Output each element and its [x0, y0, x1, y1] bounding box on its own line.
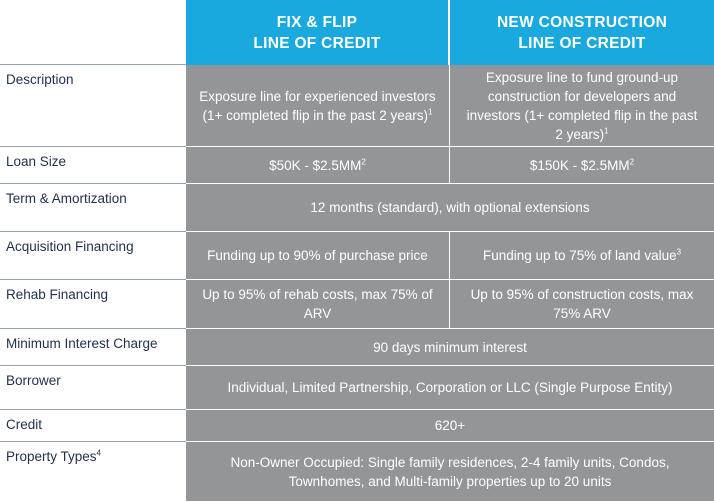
cell-rehab-new-construction: Up to 95% of construction costs, max 75%…	[450, 280, 714, 329]
row-label-text: Rehab Financing	[6, 287, 109, 302]
row-label-borrower: Borrower	[0, 366, 186, 410]
cell-text: Exposure line to fund ground-up construc…	[466, 69, 698, 142]
row-label-text: Loan Size	[6, 154, 67, 169]
row-label-text: Credit	[6, 417, 43, 432]
row-label-text: Minimum Interest Charge	[6, 336, 158, 351]
column-header-fix-flip-line2: LINE OF CREDIT	[253, 34, 381, 52]
row-label-term: Term & Amortization	[0, 184, 186, 232]
cell-credit-both: 620+	[186, 410, 714, 442]
cell-text: $50K - $2.5MM	[269, 157, 362, 173]
header-row: FIX & FLIP LINE OF CREDIT NEW CONSTRUCTI…	[0, 0, 714, 65]
row-label-text: Description	[6, 72, 74, 87]
row-credit: Credit 620+	[0, 410, 714, 442]
cell-text: Up to 95% of rehab costs, max 75% of ARV	[202, 287, 433, 321]
cell-loan-size-fix-flip: $50K - $2.5MM2	[186, 147, 450, 184]
row-acquisition: Acquisition Financing Funding up to 90% …	[0, 232, 714, 280]
footnote-marker: 1	[428, 107, 433, 116]
column-header-new-construction-line1: NEW CONSTRUCTION	[496, 13, 668, 31]
cell-min-interest-both: 90 days minimum interest	[186, 329, 714, 366]
row-loan-size: Loan Size $50K - $2.5MM2 $150K - $2.5MM2	[0, 147, 714, 184]
cell-text: 620+	[434, 418, 466, 433]
row-label-description: Description	[0, 65, 186, 147]
cell-rehab-fix-flip: Up to 95% of rehab costs, max 75% of ARV	[186, 280, 450, 329]
cell-description-fix-flip: Exposure line for experienced investors …	[186, 65, 450, 147]
cell-property-types-both: Non-Owner Occupied: Single family reside…	[186, 442, 714, 501]
cell-text: 12 months (standard), with optional exte…	[310, 200, 590, 215]
row-label-acquisition: Acquisition Financing	[0, 232, 186, 280]
footnote-marker: 2	[629, 157, 635, 166]
row-borrower: Borrower Individual, Limited Partnership…	[0, 366, 714, 410]
column-header-fix-flip-line1: FIX & FLIP	[276, 13, 358, 31]
cell-term-both: 12 months (standard), with optional exte…	[186, 184, 714, 232]
cell-text: Funding up to 75% of land value	[482, 248, 677, 263]
row-label-property-types: Property Types4	[0, 442, 186, 501]
row-label-loan-size: Loan Size	[0, 147, 186, 184]
cell-text: $150K - $2.5MM	[529, 157, 630, 173]
row-rehab: Rehab Financing Up to 95% of rehab costs…	[0, 280, 714, 329]
row-min-interest: Minimum Interest Charge 90 days minimum …	[0, 329, 714, 366]
cell-acquisition-new-construction: Funding up to 75% of land value3	[450, 232, 714, 280]
cell-text: Funding up to 90% of purchase price	[207, 248, 428, 263]
cell-text: Non-Owner Occupied: Single family reside…	[230, 454, 670, 489]
footnote-marker: 1	[604, 126, 609, 135]
cell-description-new-construction: Exposure line to fund ground-up construc…	[450, 65, 714, 147]
row-label-text: Borrower	[6, 373, 61, 388]
cell-text: Exposure line for experienced investors …	[199, 88, 436, 123]
footnote-marker: 4	[96, 448, 101, 458]
row-description: Description Exposure line for experience…	[0, 65, 714, 147]
cell-loan-size-new-construction: $150K - $2.5MM2	[450, 147, 714, 184]
row-label-text: Term & Amortization	[6, 191, 127, 206]
row-label-text: Property Types	[6, 449, 97, 464]
footnote-marker: 2	[361, 157, 366, 166]
row-label-credit: Credit	[0, 410, 186, 442]
cell-acquisition-fix-flip: Funding up to 90% of purchase price	[186, 232, 450, 280]
cell-borrower-both: Individual, Limited Partnership, Corpora…	[186, 366, 714, 410]
corner-blank	[0, 0, 186, 65]
row-label-text: Acquisition Financing	[6, 239, 134, 254]
footnote-marker: 3	[676, 247, 682, 257]
column-header-new-construction: NEW CONSTRUCTION LINE OF CREDIT	[450, 0, 714, 65]
column-header-fix-flip: FIX & FLIP LINE OF CREDIT	[186, 0, 450, 65]
cell-text: Individual, Limited Partnership, Corpora…	[227, 380, 673, 395]
column-header-new-construction-line2: LINE OF CREDIT	[518, 34, 646, 52]
row-label-rehab: Rehab Financing	[0, 280, 186, 329]
cell-text: 90 days minimum interest	[373, 339, 527, 355]
row-property-types: Property Types4 Non-Owner Occupied: Sing…	[0, 442, 714, 501]
cell-text: Up to 95% of construction costs, max 75%…	[470, 287, 694, 321]
row-label-min-interest: Minimum Interest Charge	[0, 329, 186, 366]
row-term: Term & Amortization 12 months (standard)…	[0, 184, 714, 232]
